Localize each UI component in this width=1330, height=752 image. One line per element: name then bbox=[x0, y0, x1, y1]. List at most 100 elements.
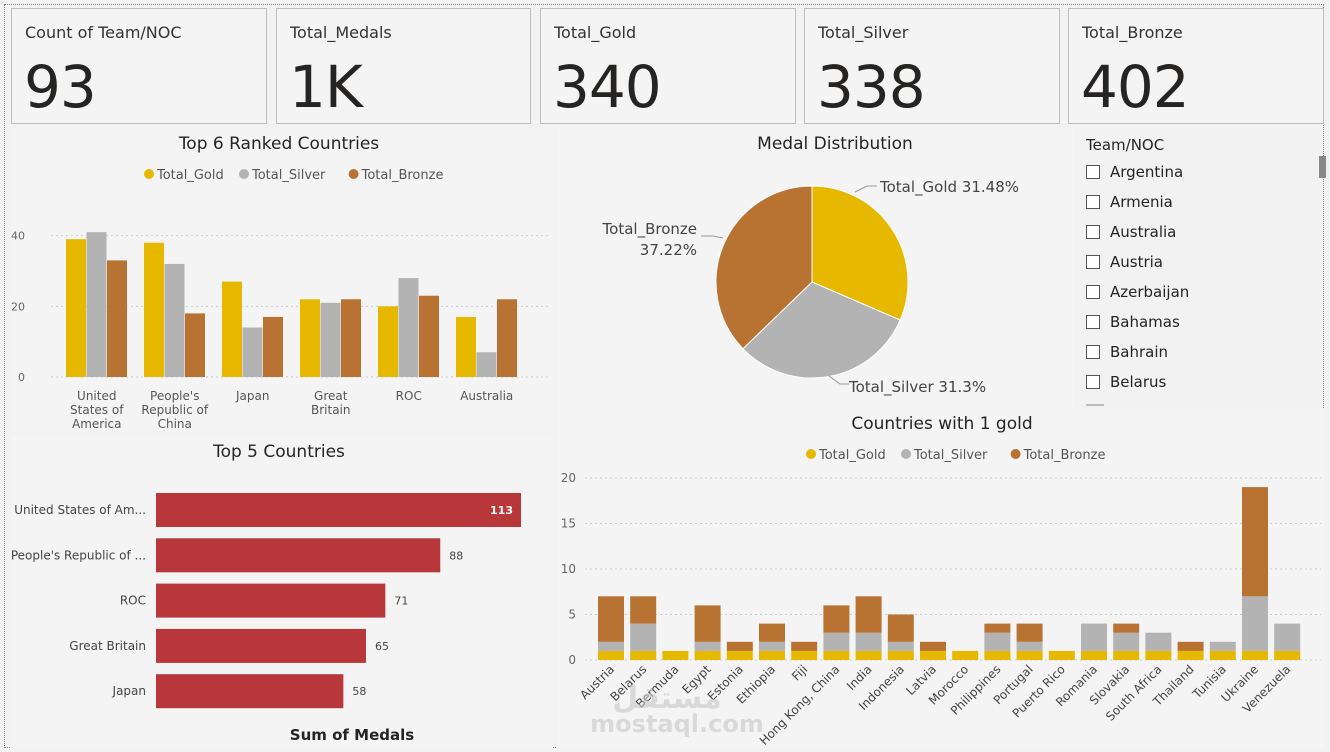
y-category-label: Great Britain bbox=[69, 639, 146, 653]
x-tick-label: Fiji bbox=[789, 662, 810, 683]
bar-segment-total_gold bbox=[1113, 650, 1140, 660]
legend-marker bbox=[239, 169, 249, 179]
legend-marker bbox=[901, 449, 911, 459]
slicer-item[interactable]: Belarus bbox=[1086, 371, 1166, 393]
bar-segment-total_bronze bbox=[1016, 623, 1043, 642]
chart-title: Countries with 1 gold bbox=[851, 414, 1032, 434]
kpi-card-total-medals[interactable]: Total_Medals 1K bbox=[276, 8, 531, 124]
slicer-item[interactable]: Bahamas bbox=[1086, 311, 1180, 333]
y-category-label: United States of Am... bbox=[14, 503, 146, 517]
pie-slice-total_gold bbox=[811, 185, 909, 321]
bar-segment-total_gold bbox=[887, 650, 914, 660]
pie-label-silver: Total_Silver 31.3% bbox=[848, 378, 986, 397]
slicer-item[interactable]: Argentina bbox=[1086, 161, 1183, 183]
checkbox[interactable] bbox=[1086, 195, 1100, 209]
bar-segment-total_silver bbox=[598, 641, 624, 651]
bar-segment-total_bronze bbox=[1113, 623, 1140, 633]
kpi-value: 338 bbox=[817, 53, 926, 121]
y-category-label: People's Republic of ... bbox=[11, 548, 146, 562]
leader-line bbox=[854, 185, 877, 193]
slicer-title: Team/NOC bbox=[1086, 136, 1165, 154]
watermark-text: mostaql.com bbox=[590, 710, 764, 738]
bar-segment-total_gold bbox=[1048, 650, 1075, 660]
bar-segment-total_gold bbox=[1209, 650, 1236, 660]
slicer-item[interactable]: Armenia bbox=[1086, 191, 1173, 213]
bar-total_gold bbox=[456, 316, 476, 377]
bar bbox=[156, 628, 366, 663]
countries-one-gold-chart: Countries with 1 gold Total_Gold Total_Si… bbox=[561, 414, 1321, 748]
bar-segment-total_gold bbox=[920, 650, 946, 660]
slicer-item-label: Bahamas bbox=[1110, 313, 1180, 331]
bar-segment-total_bronze bbox=[1242, 487, 1268, 597]
x-tick-label: People's bbox=[150, 389, 199, 403]
checkbox[interactable] bbox=[1086, 225, 1100, 239]
y-category-label: ROC bbox=[120, 594, 146, 608]
checkbox[interactable] bbox=[1086, 375, 1100, 389]
bar-segment-total_silver bbox=[1209, 641, 1236, 651]
data-label: 58 bbox=[352, 685, 366, 698]
data-label: 71 bbox=[394, 595, 408, 608]
bar-segment-total_bronze bbox=[984, 623, 1011, 633]
kpi-card-total-bronze[interactable]: Total_Bronze 402 bbox=[1068, 8, 1324, 124]
legend-marker bbox=[1010, 449, 1021, 459]
slicer-item[interactable]: Bahrain bbox=[1086, 341, 1168, 363]
bar-segment-total_bronze bbox=[1177, 641, 1204, 651]
bar-total_silver bbox=[242, 327, 263, 377]
y-tick-label: 40 bbox=[11, 230, 25, 243]
bar-segment-total_bronze bbox=[759, 623, 785, 642]
stacked-chart-panel[interactable] bbox=[557, 408, 1325, 748]
legend-label: Total_Bronze bbox=[361, 168, 444, 183]
x-tick-label: Japan bbox=[235, 389, 269, 403]
slicer-scroll-hint bbox=[1086, 404, 1104, 406]
legend-label: Total_Silver bbox=[913, 448, 988, 463]
top5-countries-chart: Top 5 Countries United States of Am... 11… bbox=[11, 442, 521, 744]
bar-segment-total_silver bbox=[1113, 632, 1140, 651]
y-tick-label: 0 bbox=[18, 371, 25, 384]
top6-ranked-chart: Top 6 Ranked Countries Total_Gold Total_S… bbox=[11, 134, 549, 431]
bar-segment-total_gold bbox=[1177, 650, 1204, 660]
kpi-label: Total_Bronze bbox=[1082, 23, 1183, 42]
checkbox[interactable] bbox=[1086, 255, 1100, 269]
bar-segment-total_gold bbox=[823, 650, 850, 660]
checkbox[interactable] bbox=[1086, 285, 1100, 299]
data-label: 88 bbox=[449, 549, 463, 562]
kpi-value: 93 bbox=[24, 53, 97, 121]
bar-segment-total_silver bbox=[984, 632, 1011, 651]
kpi-card-total-silver[interactable]: Total_Silver 338 bbox=[804, 8, 1060, 124]
bar-total_silver bbox=[476, 352, 497, 377]
y-tick-label: 20 bbox=[11, 300, 25, 313]
y-tick-label: 10 bbox=[561, 562, 576, 576]
watermark-logo: مستقل bbox=[612, 681, 722, 716]
slicer-item-label: Armenia bbox=[1110, 193, 1173, 211]
slicer-item[interactable]: Australia bbox=[1086, 221, 1176, 243]
bar-segment-total_gold bbox=[662, 650, 689, 660]
bar-segment-total_bronze bbox=[920, 641, 946, 651]
chart-title: Medal Distribution bbox=[757, 134, 913, 154]
bar-segment-total_silver bbox=[1016, 641, 1043, 651]
bar-total_gold bbox=[144, 242, 164, 377]
slicer-item[interactable]: Azerbaijan bbox=[1086, 281, 1189, 303]
x-tick-label: Britain bbox=[311, 403, 351, 417]
bar-segment-total_gold bbox=[1242, 650, 1268, 660]
bar-segment-total_bronze bbox=[855, 596, 882, 633]
bar-segment-total_gold bbox=[952, 650, 979, 660]
slicer-item-label: Azerbaijan bbox=[1110, 283, 1190, 301]
bar-segment-total_gold bbox=[1274, 650, 1301, 660]
checkbox[interactable] bbox=[1086, 165, 1100, 179]
kpi-card-count-team[interactable]: Count of Team/NOC 93 bbox=[11, 8, 267, 124]
x-tick-label: Great bbox=[314, 389, 348, 403]
x-tick-label: States of bbox=[70, 403, 124, 417]
kpi-value: 340 bbox=[553, 53, 662, 121]
bar-segment-total_gold bbox=[1016, 650, 1043, 660]
checkbox[interactable] bbox=[1086, 315, 1100, 329]
bar-segment-total_bronze bbox=[887, 614, 914, 642]
bar-total_bronze bbox=[263, 316, 283, 377]
bar-segment-total_gold bbox=[1081, 650, 1107, 660]
slicer-item[interactable]: Austria bbox=[1086, 251, 1163, 273]
pie-label-gold: Total_Gold 31.48% bbox=[879, 178, 1019, 197]
kpi-card-total-gold[interactable]: Total_Gold 340 bbox=[540, 8, 796, 124]
checkbox[interactable] bbox=[1086, 345, 1100, 359]
slicer-scrollbar[interactable] bbox=[1319, 156, 1326, 178]
y-tick-label: 0 bbox=[568, 653, 576, 667]
bar-segment-total_gold bbox=[598, 650, 624, 660]
